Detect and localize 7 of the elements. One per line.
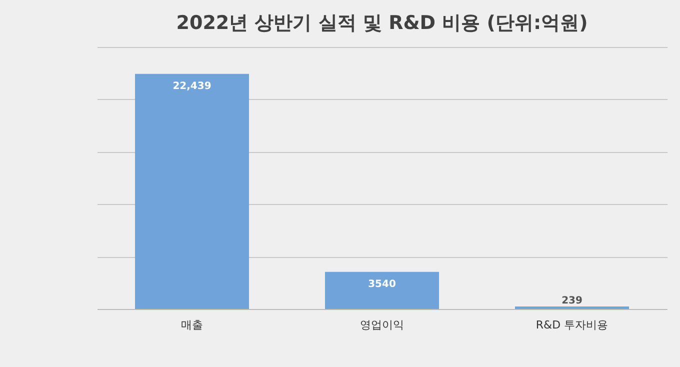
x-tick-label: R&D 투자비용 (536, 318, 608, 332)
data-label: 3540 (368, 278, 396, 290)
chart-title: 2022년 상반기 실적 및 R&D 비용 (단위:억원) (176, 12, 588, 34)
data-label: 22,439 (172, 80, 212, 92)
x-tick-label: 매출 (181, 318, 203, 332)
x-tick-label: 영업이익 (360, 318, 404, 332)
data-label: 239 (562, 295, 582, 306)
